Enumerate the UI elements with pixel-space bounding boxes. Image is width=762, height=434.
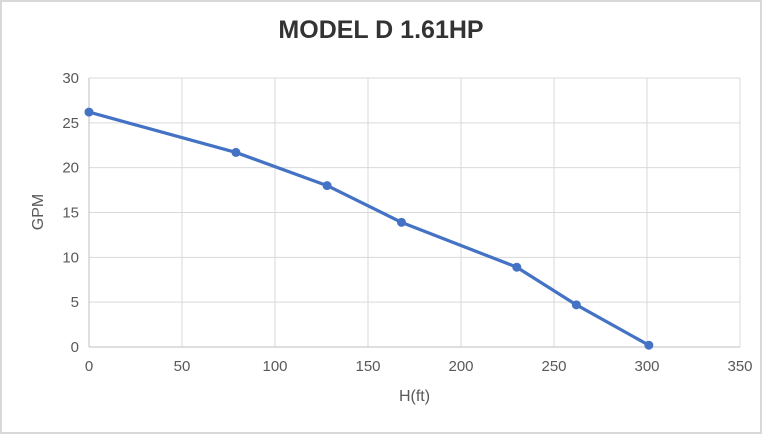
x-tick-label: 0 bbox=[85, 358, 93, 375]
x-tick-label: 250 bbox=[541, 358, 566, 375]
x-tick-label: 150 bbox=[355, 358, 380, 375]
data-point-marker bbox=[512, 262, 522, 272]
data-point-marker bbox=[322, 181, 332, 191]
x-tick-label: 50 bbox=[174, 358, 191, 375]
y-axis-title: GPM bbox=[30, 193, 47, 231]
y-tick-label: 10 bbox=[62, 249, 79, 266]
y-tick-label: 30 bbox=[62, 70, 79, 87]
data-point-marker bbox=[231, 147, 241, 157]
data-point-marker bbox=[644, 340, 654, 350]
x-tick-label: 200 bbox=[448, 358, 473, 375]
y-tick-label: 15 bbox=[62, 205, 79, 222]
data-point-marker bbox=[396, 217, 406, 227]
x-tick-label: 300 bbox=[634, 358, 659, 375]
x-tick-label: 350 bbox=[727, 358, 752, 375]
x-axis-title: H(ft) bbox=[398, 388, 431, 405]
chart-title: MODEL D 1.61HP bbox=[278, 16, 484, 44]
y-tick-label: 5 bbox=[71, 294, 79, 311]
data-point-marker bbox=[84, 107, 94, 117]
y-tick-label: 0 bbox=[71, 339, 79, 356]
data-point-marker bbox=[571, 300, 581, 310]
series-line bbox=[87, 110, 651, 347]
y-tick-label: 20 bbox=[62, 160, 79, 177]
x-tick-label: 100 bbox=[262, 358, 287, 375]
y-tick-label: 25 bbox=[62, 115, 79, 132]
